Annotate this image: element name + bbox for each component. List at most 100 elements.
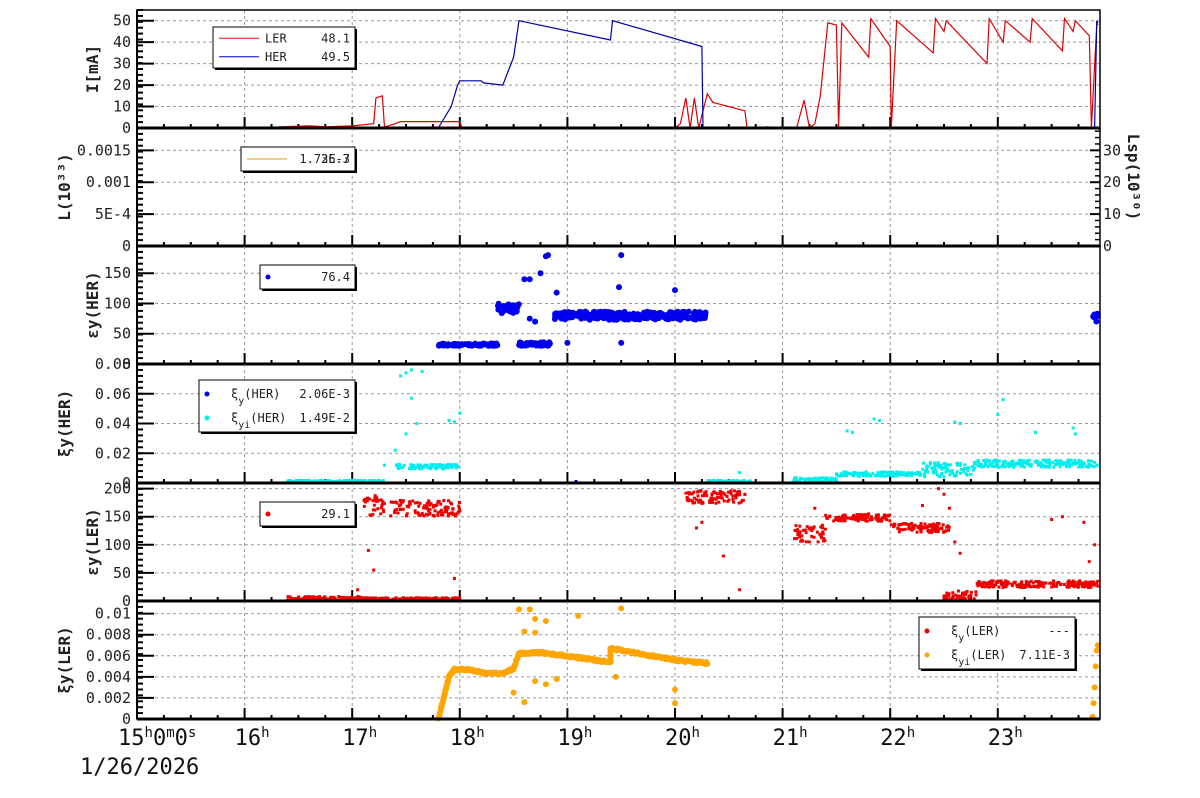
data-point bbox=[409, 368, 413, 372]
data-point bbox=[1056, 459, 1060, 463]
data-point bbox=[1004, 585, 1008, 589]
data-point bbox=[1047, 465, 1051, 469]
data-point bbox=[416, 511, 420, 515]
data-point bbox=[532, 629, 539, 636]
data-point bbox=[937, 522, 941, 526]
data-point bbox=[487, 342, 494, 349]
data-point bbox=[807, 477, 811, 481]
data-point bbox=[397, 462, 401, 466]
data-point bbox=[407, 505, 411, 509]
y-tick-label: 20 bbox=[113, 76, 131, 94]
data-point bbox=[734, 496, 738, 500]
panel-current: 0 10 20 30 40 50 I[mA] LER 48.1 HER 49.5 bbox=[83, 9, 1101, 137]
data-point bbox=[426, 466, 430, 470]
data-point bbox=[986, 465, 990, 469]
data-point bbox=[401, 465, 405, 469]
x-tick-label: 15h0m0s bbox=[118, 725, 196, 751]
data-point bbox=[393, 448, 397, 452]
data-point bbox=[867, 512, 871, 516]
data-point bbox=[1032, 584, 1036, 588]
data-point bbox=[1026, 461, 1030, 465]
data-point bbox=[315, 595, 319, 599]
data-point bbox=[1042, 585, 1046, 589]
data-point bbox=[409, 463, 413, 467]
data-point bbox=[1031, 581, 1035, 585]
legend-value: 2.06E-3 bbox=[299, 387, 350, 401]
data-point bbox=[319, 597, 323, 601]
data-point bbox=[996, 465, 1000, 469]
data-point bbox=[1069, 459, 1073, 463]
data-point bbox=[1052, 465, 1056, 469]
data-point bbox=[937, 463, 941, 467]
data-point bbox=[963, 593, 967, 597]
data-point bbox=[953, 540, 957, 544]
data-point bbox=[1056, 462, 1060, 466]
data-point bbox=[422, 514, 426, 518]
y-tick-label: 0.002 bbox=[86, 689, 131, 707]
data-point bbox=[920, 525, 924, 529]
data-point bbox=[855, 513, 859, 517]
data-point bbox=[313, 597, 317, 601]
panel-tuneshift_her: 0 0.02 0.04 0.06 0.08 ξy(HER) ξy(HER) 2.06E-3ξy… bbox=[55, 355, 1101, 492]
data-point bbox=[979, 462, 983, 466]
data-point bbox=[697, 489, 701, 493]
data-point bbox=[857, 518, 861, 522]
data-point bbox=[427, 499, 431, 503]
data-point bbox=[439, 597, 443, 601]
data-point bbox=[553, 675, 560, 682]
data-point bbox=[373, 494, 377, 498]
data-point bbox=[404, 432, 408, 436]
data-point bbox=[412, 466, 416, 470]
y-tick-label: 150 bbox=[104, 264, 131, 282]
data-point bbox=[798, 476, 802, 480]
data-point bbox=[889, 473, 893, 477]
data-point bbox=[985, 458, 989, 462]
data-point bbox=[602, 308, 609, 315]
data-point bbox=[363, 500, 367, 504]
data-point bbox=[447, 597, 451, 601]
data-point bbox=[1006, 462, 1010, 466]
data-point bbox=[416, 597, 420, 601]
data-point bbox=[837, 474, 841, 478]
data-point bbox=[365, 499, 369, 503]
y-tick-label: 0.02 bbox=[95, 444, 131, 462]
data-point bbox=[990, 584, 994, 588]
data-point bbox=[941, 523, 945, 527]
data-point bbox=[605, 316, 612, 323]
data-point bbox=[811, 526, 815, 530]
data-point bbox=[449, 501, 453, 505]
data-point bbox=[859, 471, 863, 475]
data-point bbox=[864, 470, 868, 474]
data-point bbox=[366, 496, 370, 500]
data-point bbox=[451, 507, 455, 511]
data-point bbox=[1021, 459, 1025, 463]
data-point bbox=[937, 487, 941, 491]
data-point bbox=[1004, 579, 1008, 583]
y-tick-label: 0.006 bbox=[86, 647, 131, 665]
y-tick-label: 0.004 bbox=[86, 668, 131, 686]
data-point bbox=[958, 471, 962, 475]
data-point bbox=[963, 463, 967, 467]
y-tick-label: 0 bbox=[122, 355, 131, 373]
data-point bbox=[1062, 582, 1066, 586]
data-point bbox=[1092, 460, 1096, 464]
data-point bbox=[956, 594, 960, 598]
data-point bbox=[819, 525, 823, 529]
data-point bbox=[866, 473, 870, 477]
y-tick-label: 50 bbox=[113, 325, 131, 343]
data-point bbox=[1089, 580, 1093, 584]
data-point bbox=[286, 595, 290, 599]
data-point bbox=[722, 491, 726, 495]
data-point bbox=[800, 534, 804, 538]
data-point bbox=[433, 509, 437, 513]
data-point bbox=[452, 420, 456, 424]
data-point bbox=[1065, 463, 1069, 467]
data-point bbox=[426, 596, 430, 600]
data-point bbox=[831, 479, 835, 483]
y-tick-label: 0.008 bbox=[86, 626, 131, 644]
data-point bbox=[428, 512, 432, 516]
data-point bbox=[424, 596, 428, 600]
data-point bbox=[798, 530, 802, 534]
data-point bbox=[882, 515, 886, 519]
data-point bbox=[956, 589, 960, 593]
